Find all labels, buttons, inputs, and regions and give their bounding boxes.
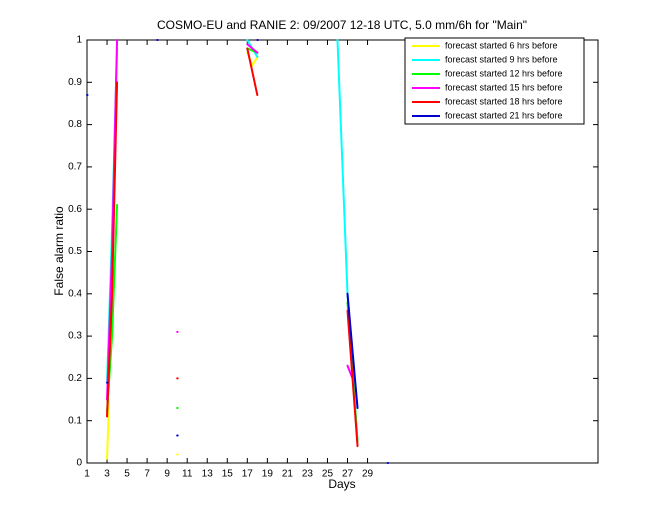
legend-label: forecast started 12 hrs before: [445, 68, 563, 78]
y-tick-label: 0.8: [68, 119, 82, 130]
legend-label: forecast started 18 hrs before: [445, 96, 563, 106]
y-tick-label: 1: [76, 35, 82, 46]
x-tick-label: 27: [342, 469, 354, 480]
legend-label: forecast started 9 hrs before: [445, 54, 558, 64]
x-tick-label: 1: [84, 469, 90, 480]
legend-label: forecast started 21 hrs before: [445, 110, 563, 120]
x-tick-label: 11: [182, 469, 193, 480]
x-tick-label: 7: [144, 469, 150, 480]
legend-label: forecast started 6 hrs before: [445, 40, 558, 50]
y-axis-label: False alarm ratio: [52, 206, 66, 296]
series-line: [346, 292, 359, 410]
y-tick-label: 0.2: [68, 373, 82, 384]
x-tick-label: 5: [124, 469, 130, 480]
x-tick-label: 23: [302, 469, 314, 480]
y-tick-label: 0: [76, 458, 82, 469]
series-line: [346, 309, 359, 448]
x-tick-label: 15: [222, 469, 234, 480]
x-tick-label: 13: [202, 469, 214, 480]
x-tick-label: 17: [242, 469, 254, 480]
series-line: [106, 39, 119, 401]
y-tick-label: 0.5: [68, 246, 82, 257]
y-tick-label: 0.1: [68, 415, 82, 426]
series-line: [246, 43, 259, 54]
series-line: [246, 47, 259, 96]
y-tick-label: 0.9: [68, 77, 82, 88]
x-tick-label: 9: [164, 469, 170, 480]
series-line: [106, 81, 119, 418]
x-tick-label: 29: [362, 469, 374, 480]
y-tick-label: 0.6: [68, 204, 82, 215]
x-tick-label: 19: [262, 469, 274, 480]
x-tick-label: 3: [104, 469, 110, 480]
x-axis-label: Days: [328, 477, 355, 491]
legend-box: [404, 37, 585, 125]
series-line: [106, 398, 111, 460]
x-tick-label: 21: [282, 469, 294, 480]
chart-title: COSMO-EU and RANIE 2: 09/2007 12-18 UTC,…: [157, 18, 527, 32]
x-tick-label: 25: [322, 469, 334, 480]
legend-label: forecast started 15 hrs before: [445, 82, 563, 92]
y-tick-label: 0.4: [68, 288, 82, 299]
y-tick-label: 0.7: [68, 162, 82, 173]
y-tick-label: 0.3: [68, 331, 82, 342]
